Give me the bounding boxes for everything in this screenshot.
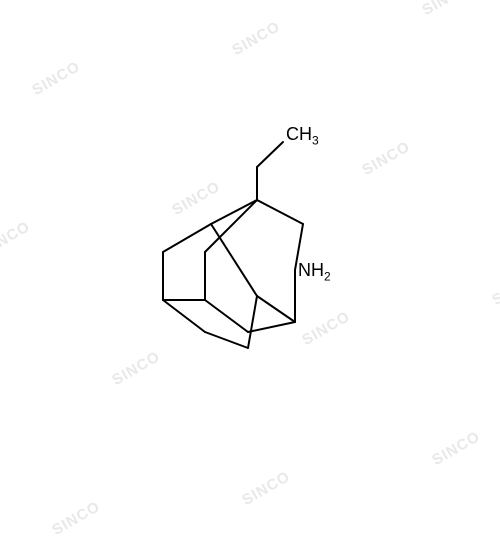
watermark: SINCO <box>49 498 103 539</box>
nh2-label: NH2 <box>298 260 331 284</box>
ch3-label: CH3 <box>286 124 319 148</box>
molecule-structure <box>0 0 500 500</box>
